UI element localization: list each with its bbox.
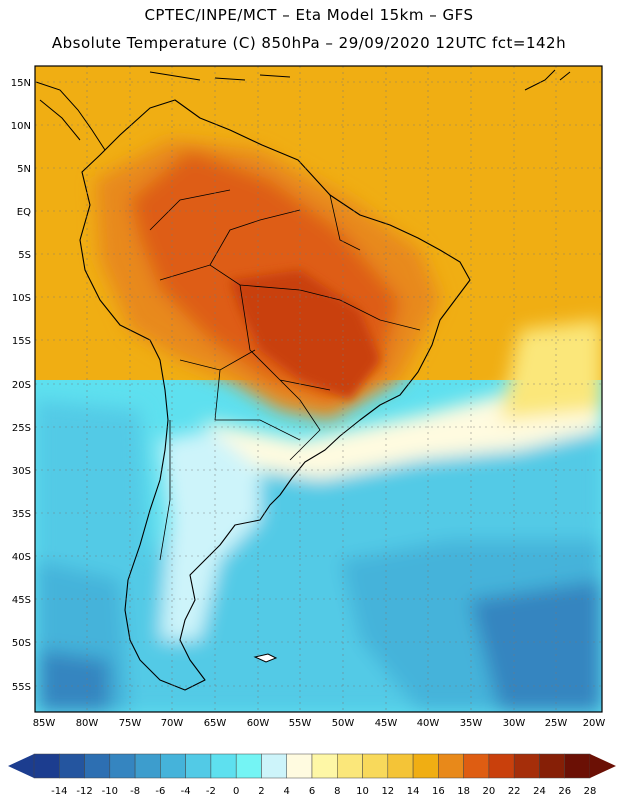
legend-tick-label: 28 bbox=[584, 786, 597, 797]
lon-label: 25W bbox=[545, 718, 568, 729]
legend-tick-label: -8 bbox=[130, 786, 140, 797]
legend-swatch bbox=[84, 753, 111, 779]
legend-swatch bbox=[33, 753, 60, 779]
legend-swatch bbox=[109, 753, 136, 779]
legend-left-arrow-icon bbox=[8, 754, 34, 778]
lon-label: 65W bbox=[204, 718, 227, 729]
legend-tick-label: 0 bbox=[233, 786, 239, 797]
longitude-axis: 85W 80W 75W 70W 65W 60W 55W 50W 45W 40W … bbox=[33, 718, 606, 729]
legend-tick-label: 20 bbox=[483, 786, 496, 797]
lat-label: 55S bbox=[12, 682, 31, 693]
lon-label: 20W bbox=[583, 718, 606, 729]
legend-tick-label: 12 bbox=[381, 786, 394, 797]
legend-swatch bbox=[235, 753, 262, 779]
lon-label: 75W bbox=[119, 718, 142, 729]
lat-label: 50S bbox=[12, 638, 31, 649]
lon-label: 40W bbox=[417, 718, 440, 729]
plot-frame bbox=[34, 65, 603, 713]
legend-swatch bbox=[261, 753, 287, 779]
lon-label: 70W bbox=[161, 718, 184, 729]
central-america-outline bbox=[35, 81, 106, 151]
lat-label: 10S bbox=[12, 293, 31, 304]
south-america-outline bbox=[79, 99, 471, 691]
lat-label: 30S bbox=[12, 466, 31, 477]
field-ocean-cold-band bbox=[35, 540, 602, 712]
legend-right-arrow-icon bbox=[590, 754, 616, 778]
lat-label: 15N bbox=[11, 78, 31, 89]
lat-label: 5N bbox=[17, 164, 31, 175]
field-continent-hottest bbox=[230, 270, 380, 400]
field-ocean-coldest-core bbox=[40, 580, 602, 712]
legend-swatch bbox=[286, 753, 313, 779]
legend-swatch bbox=[337, 753, 363, 779]
legend-tick-label: -14 bbox=[51, 786, 67, 797]
latitude-axis: 15N 10N 5N EQ 5S 10S 15S 20S 25S 30S 35S… bbox=[11, 78, 31, 693]
lon-label: 35W bbox=[460, 718, 483, 729]
legend-swatch bbox=[160, 753, 186, 779]
falkland-islands-outline bbox=[253, 653, 278, 663]
lon-label: 60W bbox=[247, 718, 270, 729]
lon-label: 50W bbox=[332, 718, 355, 729]
lat-label: 35S bbox=[12, 509, 31, 520]
map-title-line2: Absolute Temperature (C) 850hPa – 29/09/… bbox=[51, 34, 567, 52]
legend-tick-label: 16 bbox=[432, 786, 445, 797]
field-coastal-warm-band bbox=[200, 380, 602, 480]
color-legend: -14 -12 -10 -8 -6 -4 -2 0 2 4 6 8 10 12 14 16 18 20 22 24 26… bbox=[8, 753, 616, 797]
legend-swatch bbox=[539, 753, 565, 779]
legend-swatch bbox=[362, 753, 389, 779]
lon-label: 45W bbox=[375, 718, 398, 729]
legend-tick-label: -2 bbox=[206, 786, 216, 797]
legend-tick-label: 2 bbox=[258, 786, 264, 797]
legend-tick-label: 10 bbox=[356, 786, 369, 797]
legend-tick-label: 18 bbox=[457, 786, 470, 797]
lat-label: 5S bbox=[18, 250, 31, 261]
legend-tick-label: -4 bbox=[181, 786, 191, 797]
lon-label: 80W bbox=[76, 718, 99, 729]
legend-swatch bbox=[210, 753, 237, 779]
legend-swatch bbox=[311, 753, 338, 779]
legend-tick-label: 8 bbox=[334, 786, 340, 797]
lat-label: 40S bbox=[12, 552, 31, 563]
graticule bbox=[35, 66, 602, 712]
legend-swatch bbox=[488, 753, 515, 779]
field-patagonia-cool bbox=[160, 430, 260, 640]
map-title-line1: CPTEC/INPE/MCT – Eta Model 15km – GFS bbox=[144, 6, 474, 24]
legend-tick-label: 26 bbox=[558, 786, 571, 797]
lat-label: 15S bbox=[12, 336, 31, 347]
legend-swatch bbox=[185, 753, 212, 779]
legend-tick-label: -12 bbox=[76, 786, 92, 797]
lat-label: 25S bbox=[12, 423, 31, 434]
lat-label: 10N bbox=[11, 121, 31, 132]
legend-swatch bbox=[513, 753, 540, 779]
temperature-field bbox=[35, 66, 602, 712]
legend-tick-label: 22 bbox=[508, 786, 521, 797]
legend-tick-label: 14 bbox=[407, 786, 420, 797]
field-subtropical-light bbox=[500, 320, 602, 420]
country-borders bbox=[149, 189, 421, 561]
legend-swatch bbox=[387, 753, 414, 779]
lon-label: 30W bbox=[503, 718, 526, 729]
legend-swatch bbox=[59, 753, 85, 779]
legend-swatch bbox=[412, 753, 439, 779]
legend-tick-label: 24 bbox=[533, 786, 546, 797]
lon-label: 85W bbox=[33, 718, 56, 729]
legend-tick-label: -10 bbox=[102, 786, 118, 797]
legend-swatch bbox=[134, 753, 161, 779]
lat-label: 45S bbox=[12, 595, 31, 606]
lon-label: 55W bbox=[289, 718, 312, 729]
legend-tick-label: 4 bbox=[284, 786, 290, 797]
caribbean-islands-outline bbox=[149, 69, 571, 91]
legend-swatch bbox=[463, 753, 490, 779]
lat-label: 20S bbox=[12, 380, 31, 391]
legend-tick-label: -6 bbox=[155, 786, 165, 797]
legend-tick-label: 6 bbox=[309, 786, 315, 797]
lat-label: EQ bbox=[17, 207, 31, 218]
legend-swatch bbox=[438, 753, 464, 779]
legend-swatch bbox=[564, 753, 591, 779]
